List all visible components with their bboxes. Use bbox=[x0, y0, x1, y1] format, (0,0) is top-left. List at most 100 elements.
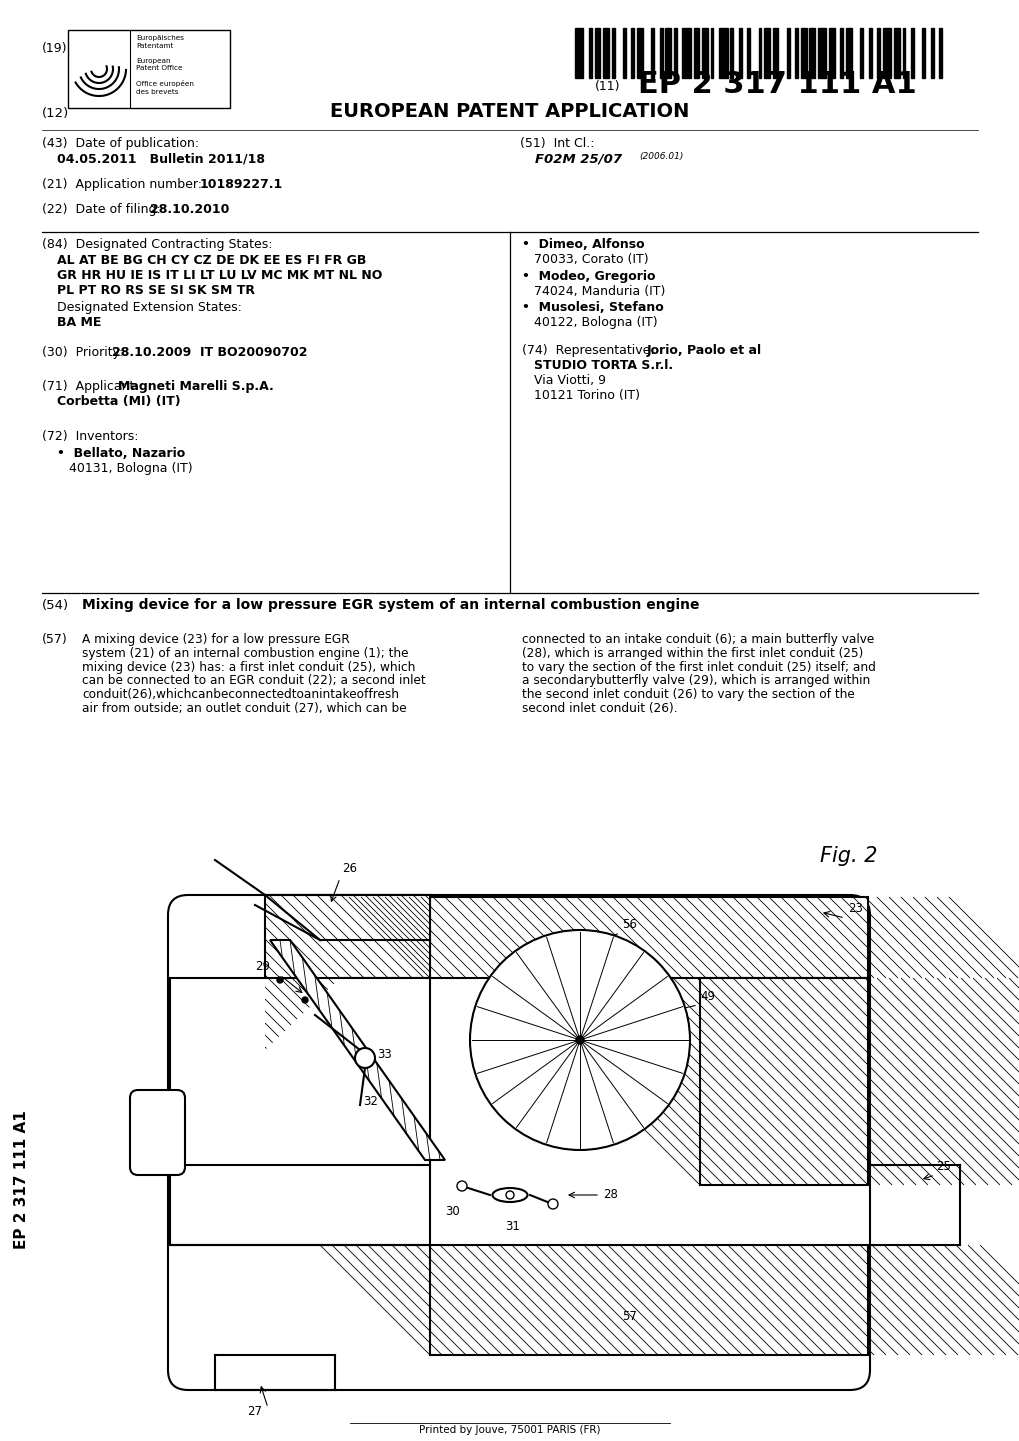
Text: (54): (54) bbox=[42, 599, 69, 612]
Text: EUROPEAN PATENT APPLICATION: EUROPEAN PATENT APPLICATION bbox=[330, 102, 689, 121]
Text: conduit(26),whichcanbeconnectedtoanintakeoffresh: conduit(26),whichcanbeconnectedtoanintak… bbox=[82, 689, 398, 702]
Text: connected to an intake conduit (6); a main butterfly valve: connected to an intake conduit (6); a ma… bbox=[522, 633, 873, 646]
Text: (71)  Applicant:: (71) Applicant: bbox=[42, 380, 143, 393]
Text: (12): (12) bbox=[42, 107, 69, 120]
Bar bbox=[659, 27, 662, 78]
Circle shape bbox=[302, 997, 308, 1003]
Bar bbox=[910, 27, 913, 78]
Bar bbox=[650, 27, 653, 78]
Text: (74)  Representative:: (74) Representative: bbox=[522, 344, 658, 357]
Bar bbox=[602, 27, 608, 78]
Text: 26: 26 bbox=[341, 862, 357, 875]
Bar bbox=[795, 27, 797, 78]
Bar bbox=[800, 27, 806, 78]
Bar bbox=[637, 27, 642, 78]
Bar bbox=[430, 1245, 867, 1355]
Circle shape bbox=[505, 1192, 514, 1199]
Text: A mixing device (23) for a low pressure EGR: A mixing device (23) for a low pressure … bbox=[82, 633, 350, 646]
Bar bbox=[170, 978, 430, 1245]
Text: EP 2 317 111 A1: EP 2 317 111 A1 bbox=[637, 71, 916, 99]
Text: a secondarybutterfly valve (29), which is arranged within: a secondarybutterfly valve (29), which i… bbox=[522, 674, 869, 687]
Text: can be connected to an EGR conduit (22); a second inlet: can be connected to an EGR conduit (22);… bbox=[82, 674, 425, 687]
Text: 70033, Corato (IT): 70033, Corato (IT) bbox=[534, 254, 648, 267]
Text: (51)  Int Cl.:: (51) Int Cl.: bbox=[520, 137, 594, 150]
Text: 27: 27 bbox=[248, 1405, 262, 1418]
Text: (57): (57) bbox=[42, 633, 67, 646]
Bar bbox=[430, 896, 867, 978]
Circle shape bbox=[457, 1182, 467, 1192]
Circle shape bbox=[576, 1036, 584, 1043]
Text: F02M 25/07: F02M 25/07 bbox=[535, 151, 622, 166]
Text: •  Modeo, Gregorio: • Modeo, Gregorio bbox=[522, 269, 655, 282]
Text: •  Dimeo, Alfonso: • Dimeo, Alfonso bbox=[522, 238, 644, 251]
Text: Mixing device for a low pressure EGR system of an internal combustion engine: Mixing device for a low pressure EGR sys… bbox=[82, 598, 699, 612]
Text: (84)  Designated Contracting States:: (84) Designated Contracting States: bbox=[42, 238, 272, 251]
Text: •  Bellato, Nazario: • Bellato, Nazario bbox=[57, 447, 185, 460]
Bar bbox=[758, 27, 760, 78]
Text: 40131, Bologna (IT): 40131, Bologna (IT) bbox=[69, 463, 193, 476]
Bar bbox=[747, 27, 749, 78]
Text: EP 2 317 111 A1: EP 2 317 111 A1 bbox=[14, 1111, 30, 1249]
Text: (28), which is arranged within the first inlet conduit (25): (28), which is arranged within the first… bbox=[522, 647, 862, 660]
Text: 74024, Manduria (IT): 74024, Manduria (IT) bbox=[534, 285, 664, 298]
Text: 29: 29 bbox=[255, 960, 270, 973]
Circle shape bbox=[355, 1048, 375, 1068]
Text: BA ME: BA ME bbox=[57, 316, 101, 329]
Text: air from outside; an outlet conduit (27), which can be: air from outside; an outlet conduit (27)… bbox=[82, 702, 407, 715]
Text: (72)  Inventors:: (72) Inventors: bbox=[42, 429, 139, 442]
Bar bbox=[664, 27, 671, 78]
Bar bbox=[575, 27, 583, 78]
Bar bbox=[921, 27, 924, 78]
FancyBboxPatch shape bbox=[168, 895, 869, 1391]
Bar bbox=[930, 27, 932, 78]
Text: Designated Extension States:: Designated Extension States: bbox=[57, 301, 242, 314]
Bar bbox=[701, 27, 707, 78]
Polygon shape bbox=[270, 940, 444, 1160]
Bar bbox=[718, 27, 727, 78]
Bar bbox=[868, 27, 870, 78]
Text: Printed by Jouve, 75001 PARIS (FR): Printed by Jouve, 75001 PARIS (FR) bbox=[419, 1425, 600, 1435]
Bar bbox=[611, 27, 613, 78]
Text: system (21) of an internal combustion engine (1); the: system (21) of an internal combustion en… bbox=[82, 647, 408, 660]
Text: 10189227.1: 10189227.1 bbox=[200, 179, 283, 192]
Text: (21)  Application number:: (21) Application number: bbox=[42, 179, 206, 192]
Text: to vary the section of the first inlet conduit (25) itself; and: to vary the section of the first inlet c… bbox=[522, 660, 875, 673]
Bar bbox=[710, 27, 712, 78]
Text: 23: 23 bbox=[847, 902, 862, 915]
Text: (11): (11) bbox=[594, 81, 620, 94]
Text: Corbetta (MI) (IT): Corbetta (MI) (IT) bbox=[57, 395, 180, 408]
Circle shape bbox=[547, 1199, 557, 1209]
Bar bbox=[738, 27, 741, 78]
Bar bbox=[828, 27, 834, 78]
Bar bbox=[840, 27, 843, 78]
Bar bbox=[763, 27, 769, 78]
Text: AL AT BE BG CH CY CZ DE DK EE ES FI FR GB: AL AT BE BG CH CY CZ DE DK EE ES FI FR G… bbox=[57, 254, 366, 267]
Text: STUDIO TORTA S.r.l.: STUDIO TORTA S.r.l. bbox=[534, 359, 673, 372]
Ellipse shape bbox=[492, 1187, 527, 1202]
Bar bbox=[682, 27, 690, 78]
Text: Jorio, Paolo et al: Jorio, Paolo et al bbox=[646, 344, 761, 357]
Bar bbox=[882, 27, 891, 78]
Bar bbox=[730, 27, 733, 78]
Bar bbox=[772, 27, 777, 78]
Text: (2006.01): (2006.01) bbox=[638, 151, 683, 161]
Text: the second inlet conduit (26) to vary the section of the: the second inlet conduit (26) to vary th… bbox=[522, 689, 854, 702]
Polygon shape bbox=[265, 895, 430, 1050]
Text: second inlet conduit (26).: second inlet conduit (26). bbox=[522, 702, 677, 715]
Text: (43)  Date of publication:: (43) Date of publication: bbox=[42, 137, 199, 150]
Text: 04.05.2011   Bulletin 2011/18: 04.05.2011 Bulletin 2011/18 bbox=[57, 151, 265, 166]
Bar bbox=[786, 27, 789, 78]
Text: Fig. 2: Fig. 2 bbox=[819, 846, 876, 866]
Text: 49: 49 bbox=[699, 990, 714, 1003]
Bar bbox=[809, 27, 814, 78]
Text: Magneti Marelli S.p.A.: Magneti Marelli S.p.A. bbox=[118, 380, 273, 393]
Ellipse shape bbox=[470, 929, 689, 1150]
Text: 40122, Bologna (IT): 40122, Bologna (IT) bbox=[534, 316, 657, 329]
Text: 28: 28 bbox=[602, 1187, 618, 1200]
Text: 28.10.2009  IT BO20090702: 28.10.2009 IT BO20090702 bbox=[112, 346, 307, 359]
Circle shape bbox=[277, 977, 282, 983]
Bar bbox=[846, 27, 851, 78]
Bar bbox=[859, 27, 862, 78]
FancyBboxPatch shape bbox=[129, 1089, 184, 1174]
Text: (19): (19) bbox=[42, 42, 67, 55]
